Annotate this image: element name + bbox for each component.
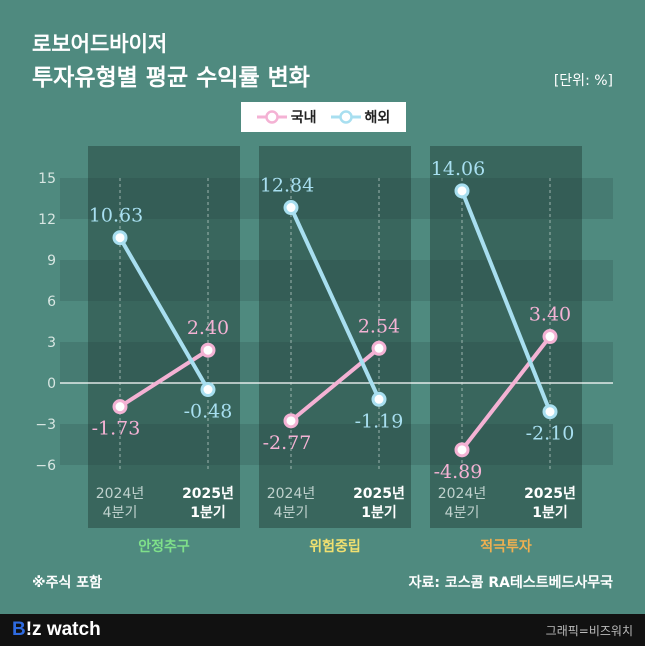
point-domestic — [112, 399, 128, 415]
group-column — [88, 146, 240, 528]
series-line-domestic — [118, 348, 210, 409]
bizwatch-logo: B!z watch — [12, 619, 101, 640]
source-note: 자료: 코스콤 RA테스트베드사무국 — [408, 575, 613, 591]
line-chart: −6 −3 0 3 6 9 12 15 -1.73 10.63 2.40 -0.48 2024년 4분기 2… — [35, 146, 613, 555]
legend-overseas-label: 해외 — [364, 110, 391, 126]
x-tick-label: 4분기 — [445, 505, 480, 521]
x-tick-label: 2025년 — [182, 486, 234, 502]
data-label-overseas: 12.84 — [260, 175, 314, 197]
point-domestic — [283, 413, 299, 429]
legend-overseas-marker — [330, 110, 361, 124]
x-tick-label: 1분기 — [190, 505, 226, 521]
point-domestic — [542, 329, 558, 345]
data-label-overseas: -1.19 — [355, 410, 404, 432]
legend-item-domestic: 국내 — [256, 107, 317, 127]
group-label: 위험중립 — [309, 538, 361, 555]
data-label-domestic: -2.77 — [263, 432, 312, 454]
footer-bar: B!z watch 그래픽=비즈워치 — [0, 614, 645, 646]
data-label-domestic: 2.40 — [187, 317, 229, 339]
legend-domestic-label: 국내 — [290, 110, 317, 126]
grid-band — [60, 424, 613, 465]
x-tick-label: 4분기 — [103, 505, 138, 521]
x-tick-label: 1분기 — [361, 505, 397, 521]
grid-band — [60, 178, 613, 219]
point-overseas — [283, 200, 299, 216]
data-label-overseas: -0.48 — [184, 401, 233, 423]
chart-title-line1: 로보어드바이저 — [32, 32, 168, 56]
data-label-domestic: -4.89 — [434, 461, 483, 483]
x-tick-label: 4분기 — [274, 505, 309, 521]
data-label-domestic: -1.73 — [92, 418, 141, 440]
legend: 국내 해외 — [241, 102, 406, 132]
footnote: ※주식 포함 — [32, 575, 103, 591]
group-label: 안정추구 — [138, 538, 190, 555]
data-label-domestic: 3.40 — [529, 304, 571, 326]
y-tick-label: 0 — [47, 376, 56, 392]
x-tick-label: 2024년 — [267, 486, 316, 502]
x-tick-label: 1분기 — [532, 505, 568, 521]
point-domestic — [371, 340, 387, 356]
y-tick-label: −3 — [35, 417, 56, 433]
point-overseas — [200, 382, 216, 398]
unit-label: [단위: %] — [553, 73, 613, 89]
series-line-overseas — [289, 206, 381, 401]
legend-item-overseas: 해외 — [330, 107, 391, 127]
series-line-domestic — [460, 335, 552, 452]
point-domestic — [200, 342, 216, 358]
y-tick-label: 3 — [47, 335, 56, 351]
legend-domestic-marker — [256, 110, 287, 124]
x-tick-label: 2024년 — [96, 486, 145, 502]
y-tick-label: 15 — [38, 171, 56, 187]
y-tick-label: −6 — [35, 458, 56, 474]
y-tick-label: 6 — [47, 294, 56, 310]
x-tick-label: 2025년 — [524, 486, 576, 502]
data-label-overseas: -2.10 — [526, 423, 575, 445]
y-tick-label: 9 — [47, 253, 56, 269]
point-overseas — [542, 404, 558, 420]
graphic-credit: 그래픽=비즈워치 — [545, 623, 633, 638]
series-line-overseas — [460, 190, 552, 413]
chart-title-line2: 투자유형별 평균 수익률 변화 — [32, 65, 310, 91]
data-label-domestic: 2.54 — [358, 315, 400, 337]
x-tick-label: 2024년 — [438, 486, 487, 502]
point-domestic — [454, 442, 470, 458]
y-tick-label: 12 — [38, 212, 56, 228]
data-label-overseas: 14.06 — [431, 158, 485, 180]
series-line-domestic — [289, 346, 381, 423]
x-tick-label: 2025년 — [353, 486, 405, 502]
series-line-overseas — [118, 236, 210, 391]
point-overseas — [371, 391, 387, 407]
group-label: 적극투자 — [480, 538, 532, 555]
point-overseas — [454, 183, 470, 199]
data-label-overseas: 10.63 — [89, 205, 143, 227]
point-overseas — [112, 230, 128, 246]
